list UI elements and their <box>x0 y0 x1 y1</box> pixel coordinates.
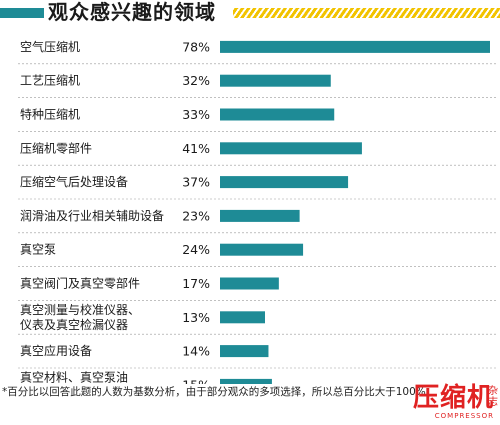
category-label: 压缩空气后处理设备 <box>20 174 128 189</box>
value-label: 78% <box>182 39 210 54</box>
brand-name: 压缩机 <box>412 383 494 413</box>
brand-subtitle: COMPRESSOR <box>434 412 494 420</box>
header-accent-bar <box>0 8 44 18</box>
bar <box>220 209 300 222</box>
bar <box>220 311 265 324</box>
value-label: 33% <box>182 107 210 122</box>
brand-logo: 压缩机 杂志 COMPRESSOR <box>412 383 498 421</box>
bar-chart: 空气压缩机 78% 工艺压缩机 32% 特种压缩机 33% 压缩机零部件 41% 压缩空气后处理… <box>18 39 498 384</box>
category-label: 特种压缩机 <box>20 107 80 122</box>
bar <box>220 40 490 53</box>
value-label: 15% <box>182 377 210 384</box>
category-label: 真空泵 <box>20 243 56 257</box>
category-label: 润滑油及行业相关辅助设备 <box>20 209 164 223</box>
value-label: 23% <box>182 208 210 223</box>
bar <box>220 108 335 121</box>
category-label: 真空测量与校准仪器、仪表及真空检漏仪器 <box>20 302 140 332</box>
category-label: 工艺压缩机 <box>20 73 80 88</box>
brand-side-text: 杂志 <box>488 386 498 408</box>
bar <box>220 243 304 256</box>
category-label: 真空材料、真空泵油及真空工程配套设备 <box>20 370 128 384</box>
value-label: 24% <box>182 242 210 257</box>
category-label: 真空阀门及真空零部件 <box>20 276 140 291</box>
bar <box>220 74 331 87</box>
category-label: 空气压缩机 <box>20 39 80 54</box>
category-label: 真空应用设备 <box>20 343 92 358</box>
bar <box>220 142 362 155</box>
value-label: 17% <box>182 276 210 291</box>
chart-title: 观众感兴趣的领域 <box>48 0 216 24</box>
chart-header: 观众感兴趣的领域 <box>0 0 500 28</box>
header-stripe-decoration <box>233 8 500 18</box>
value-label: 41% <box>182 141 210 156</box>
bar <box>220 345 269 358</box>
bar <box>220 277 279 290</box>
value-label: 13% <box>182 310 210 325</box>
bar <box>220 378 272 384</box>
category-label: 压缩机零部件 <box>20 140 92 155</box>
value-label: 14% <box>182 344 210 359</box>
value-label: 37% <box>182 175 210 190</box>
footnote: *百分比以回答此题的人数为基数分析，由于部分观众的多项选择，所以总百分比大于10… <box>2 386 426 398</box>
value-label: 32% <box>182 73 210 88</box>
bar <box>220 176 349 189</box>
